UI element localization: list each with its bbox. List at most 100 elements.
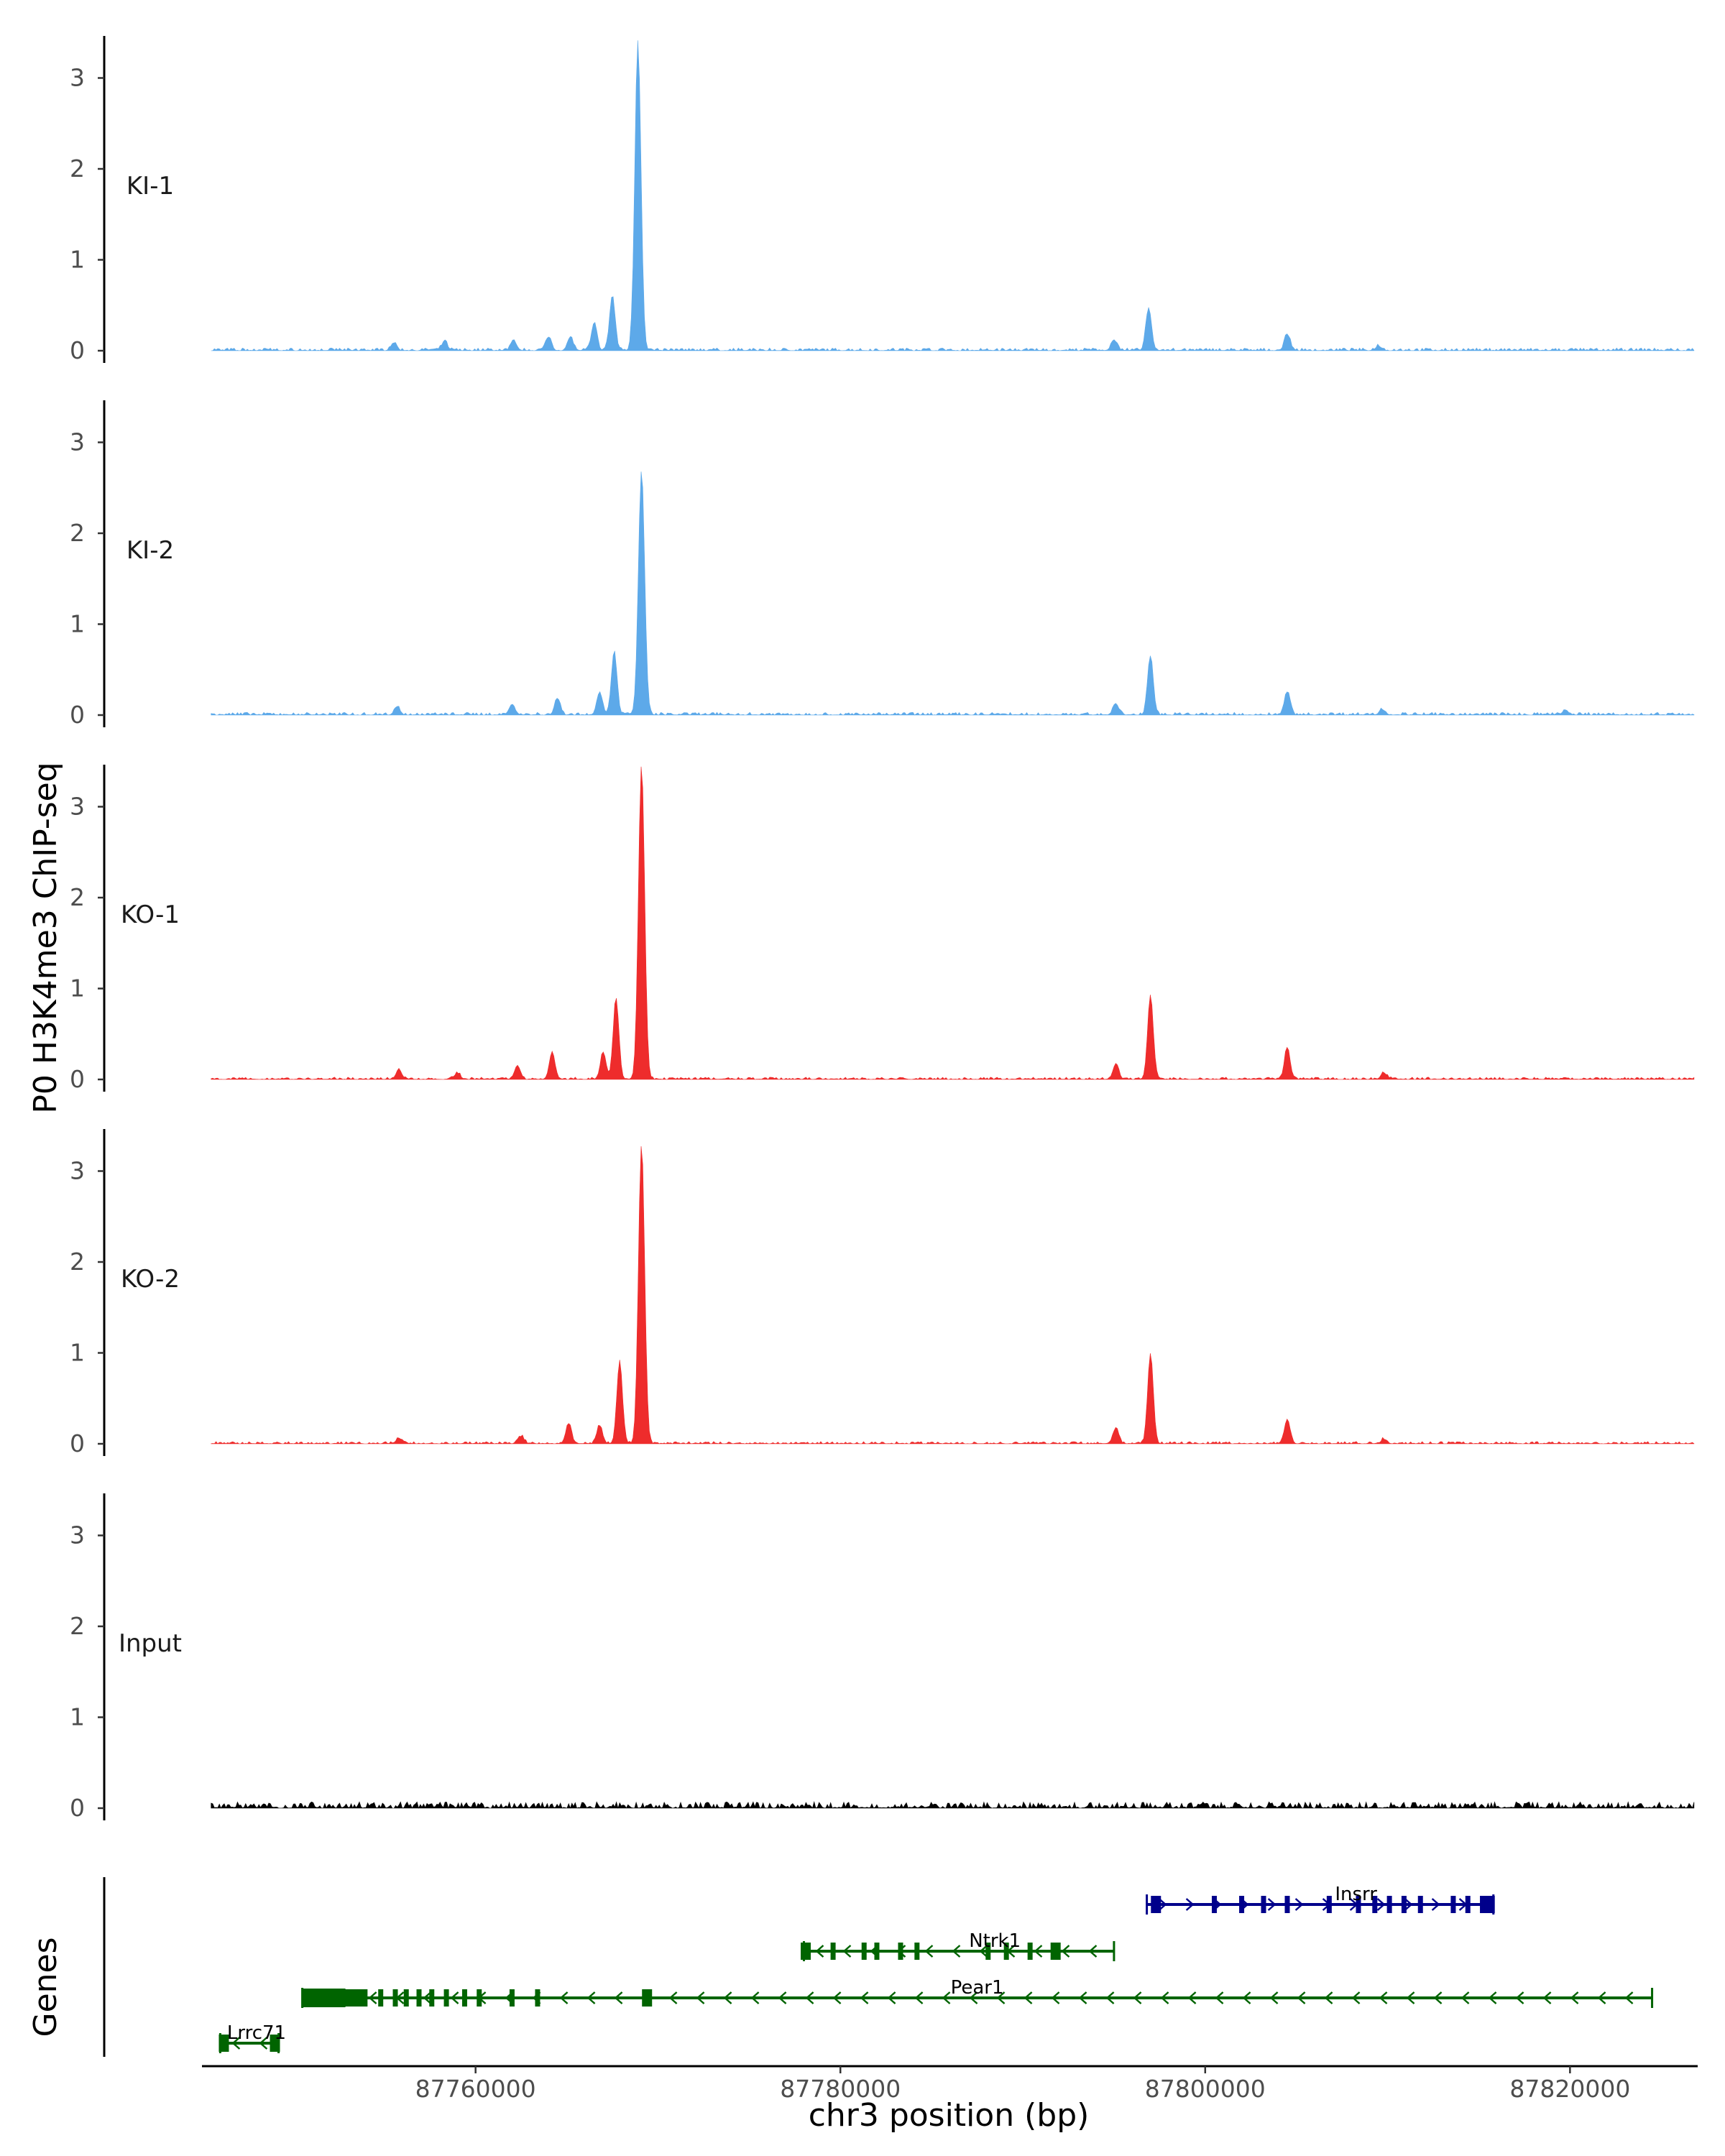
strand-arrow — [842, 1945, 852, 1958]
y-tick-label: 0 — [70, 1065, 85, 1093]
signal-area — [211, 1146, 1695, 1445]
strand-arrow — [996, 1991, 1006, 2004]
gene-insrr: Insrr — [1146, 1884, 1495, 1915]
strand-arrow — [1185, 1898, 1195, 1911]
exon — [642, 1989, 653, 2007]
exon — [914, 1943, 920, 1960]
exon — [1003, 1943, 1009, 1960]
exon — [1450, 1896, 1456, 1913]
strand-arrow — [750, 1991, 760, 2004]
strand-arrow — [832, 1991, 842, 2004]
exon — [1484, 1896, 1495, 1913]
gene-label: Lrrc71 — [227, 2022, 286, 2044]
signal-area — [211, 40, 1695, 351]
strand-arrow — [1105, 1991, 1115, 2004]
strand-arrow — [1269, 1991, 1279, 2004]
y-tick-label: 1 — [70, 975, 85, 1003]
exon — [392, 1989, 398, 2007]
exon — [801, 1943, 811, 1960]
genes-panel: Genes Insrr Ntrk1 Pear1 Lrrc71 — [27, 1877, 1654, 2057]
strand-arrow — [1351, 1991, 1361, 2004]
y-tick-label: 2 — [70, 519, 85, 547]
strand-arrow — [1088, 1945, 1098, 1958]
y-tick-label: 3 — [70, 64, 85, 92]
strand-arrow — [1404, 1898, 1413, 1911]
exon — [218, 2035, 229, 2052]
strand-arrow — [1133, 1991, 1142, 2004]
strand-arrow — [1597, 1991, 1606, 2004]
gene-label: Insrr — [1335, 1884, 1377, 1905]
strand-arrow — [1297, 1991, 1306, 2004]
exon — [1239, 1896, 1245, 1913]
y-tick-label: 0 — [70, 1794, 85, 1822]
exon — [461, 1989, 467, 2007]
tracks: 0 1 2 3 KI-1 0 1 2 3 KI-2 0 1 2 3 KO-1 0 1 2 3 KO-2 0 1 2 3 Inpu… — [70, 36, 1695, 1822]
exon — [861, 1943, 867, 1960]
strand-arrow — [1215, 1991, 1224, 2004]
x-tick-label: 87780000 — [780, 2075, 901, 2103]
signal-area — [211, 471, 1695, 716]
strand-arrow — [1024, 1991, 1033, 2004]
strand-arrow — [1051, 1991, 1060, 2004]
exon — [1386, 1896, 1392, 1913]
strand-arrow — [1488, 1991, 1497, 2004]
y-tick-label: 3 — [70, 1521, 85, 1549]
track-ki-2: 0 1 2 3 KI-2 — [70, 400, 1695, 729]
exon — [1211, 1896, 1217, 1913]
gene-label: Ntrk1 — [969, 1930, 1021, 1952]
track-label: KI-1 — [126, 172, 174, 201]
exon — [403, 1989, 409, 2007]
strand-arrow — [815, 1945, 824, 1958]
strand-arrow — [860, 1991, 869, 2004]
y-tick-label: 2 — [70, 883, 85, 911]
x-tick-label: 87820000 — [1509, 2075, 1630, 2103]
track-label: KO-1 — [121, 900, 180, 929]
genes-panel-title: Genes — [27, 1937, 64, 2037]
exon — [1027, 1943, 1033, 1960]
exon — [1151, 1896, 1162, 1913]
y-tick-label: 1 — [70, 610, 85, 638]
track-ko-2: 0 1 2 3 KO-2 — [70, 1129, 1695, 1457]
y-tick-label: 3 — [70, 428, 85, 456]
strand-arrow — [1431, 1898, 1440, 1911]
y-tick-label: 0 — [70, 701, 85, 729]
strand-arrow — [1515, 1991, 1524, 2004]
strand-arrow — [1542, 1991, 1552, 2004]
exon — [1050, 1943, 1061, 1960]
track-label: KO-2 — [121, 1265, 180, 1294]
exon — [416, 1989, 422, 2007]
y-tick-label: 0 — [70, 336, 85, 364]
exon — [830, 1943, 836, 1960]
strand-arrow — [696, 1991, 705, 2004]
strand-arrow — [1160, 1991, 1169, 2004]
x-axis: chr3 position (bp) 87760000 87780000 87800… — [202, 2065, 1698, 2134]
strand-arrow — [952, 1945, 961, 1958]
strand-arrow — [259, 2037, 268, 2050]
y-tick-label: 0 — [70, 1429, 85, 1457]
strand-arrow — [1061, 1945, 1070, 1958]
y-tick-label: 1 — [70, 1339, 85, 1367]
exon — [1480, 1896, 1486, 1913]
exon-cluster — [302, 1989, 346, 2007]
strand-arrow — [559, 1991, 569, 2004]
exon — [1326, 1896, 1332, 1913]
x-tick-label: 87760000 — [415, 2075, 536, 2103]
strand-arrow — [668, 1991, 678, 2004]
exon — [1401, 1896, 1407, 1913]
exon — [1356, 1896, 1361, 1913]
strand-arrow — [969, 1991, 978, 2004]
exon — [429, 1989, 435, 2007]
strand-arrow — [1187, 1991, 1197, 2004]
y-tick-label: 1 — [70, 246, 85, 274]
strand-arrow — [1624, 1991, 1634, 2004]
exon — [477, 1989, 482, 2007]
strand-arrow — [368, 1991, 377, 2004]
strand-arrow — [614, 1991, 623, 2004]
gene-ntrk1: Ntrk1 — [801, 1930, 1116, 1961]
x-tick-label: 87800000 — [1145, 2075, 1266, 2103]
gene-pear1: Pear1 — [301, 1977, 1654, 2008]
gene-label: Pear1 — [951, 1977, 1004, 1999]
strand-arrow — [778, 1991, 787, 2004]
strand-arrow — [1379, 1991, 1388, 2004]
